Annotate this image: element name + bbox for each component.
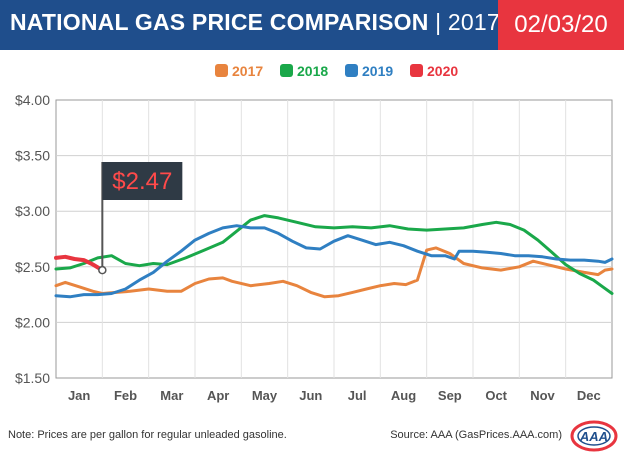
legend-swatch [280,64,293,77]
gas-price-chart: $1.50 $2.00 $2.50 $3.00 $3.50 $4.00 Jan Feb Mar A… [15,63,614,403]
y-tick-label: $2.00 [15,314,50,330]
series-line-2017 [54,246,614,299]
header-bar: NATIONAL GAS PRICE COMPARISON | 2017-202… [0,0,624,50]
date-badge: 02/03/20 [498,0,624,50]
page-title: NATIONAL GAS PRICE COMPARISON | 2017-202… [10,9,560,36]
annotation-value: $2.47 [112,168,172,195]
y-tick-label: $4.00 [15,92,50,108]
aaa-logo: AAA [570,420,618,452]
x-tick-label: Feb [114,388,137,403]
title-separator: | [428,9,448,35]
legend-swatch [410,64,423,77]
series-line-2019 [54,224,614,299]
x-tick-label: Oct [485,388,507,403]
legend-label: 2020 [427,63,458,79]
footer-note: Note: Prices are per gallon for regular … [8,429,287,441]
y-tick-label: $1.50 [15,370,50,386]
series-line-2020 [54,254,105,273]
legend-label: 2019 [362,63,393,79]
x-tick-label: Mar [160,388,183,403]
y-tick-label: $2.50 [15,259,50,275]
legend-swatch [215,64,228,77]
aaa-logo-text: AAA [579,429,608,444]
annotation-box [102,162,183,200]
x-tick-label: Sep [438,388,462,403]
title-main: NATIONAL GAS PRICE COMPARISON [10,9,429,35]
x-tick-label: Jan [68,388,90,403]
y-tick-label: $3.00 [15,203,50,219]
chart-area: $1.50 $2.00 $2.50 $3.00 $3.50 $4.00 Jan Feb Mar A… [0,50,624,430]
legend-label: 2018 [297,63,328,79]
annotation-marker [98,265,107,275]
footer-source: Source: AAA (GasPrices.AAA.com) [390,429,562,441]
x-tick-label: Dec [577,388,601,403]
x-tick-label: May [252,388,278,403]
x-tick-label: Jun [299,388,322,403]
x-tick-label: Jul [348,388,367,403]
legend-label: 2017 [232,63,263,79]
legend-swatch [345,64,358,77]
x-tick-label: Nov [530,388,555,403]
x-tick-label: Aug [391,388,416,403]
y-tick-label: $3.50 [15,148,50,164]
series-line-2018 [54,214,614,295]
x-tick-label: Apr [207,388,229,403]
